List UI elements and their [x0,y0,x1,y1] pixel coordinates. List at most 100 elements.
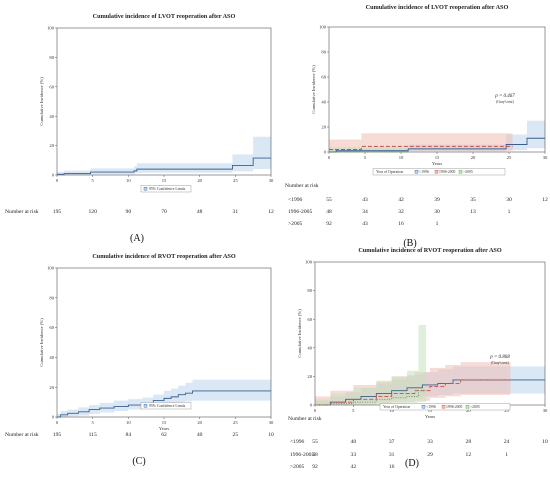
plot-frame [56,27,272,176]
risk-value: 62 [161,432,167,438]
y-tick-label: 20 [49,143,54,148]
chart-title: Cumulative incidence of RVOT reoperation… [358,247,502,254]
risk-value: 10 [268,432,274,438]
y-tick-label: 80 [49,295,54,300]
y-tick-label: 20 [49,385,54,390]
risk-value: 29 [427,452,433,458]
risk-value: 31 [233,209,239,215]
legend-title: Year of Operation [383,405,410,409]
risk-value: 33 [427,439,433,445]
x-tick-label: 30 [543,155,548,160]
risk-value: 28 [466,439,472,445]
risk-value: 92 [312,464,318,470]
y-tick-label: 60 [49,325,54,330]
risk-value: 25 [233,432,239,438]
x-tick-label: 5 [364,155,367,160]
series-line [57,157,271,175]
x-tick-label: 15 [162,178,167,183]
x-tick-label: 25 [233,420,238,425]
legend-box [140,185,192,193]
y-tick-label: 60 [321,75,326,80]
risk-value: 84 [126,432,132,438]
x-tick-label: 20 [197,178,202,183]
risk-value: 1 [505,452,508,458]
legend-swatch [434,169,439,174]
risk-value: 10 [542,439,548,445]
panel-a: Cumulative incidence of LVOT reoperation… [5,13,274,244]
risk-value: 33 [351,452,357,458]
risk-value: 43 [362,221,368,227]
risk-value: 55 [326,197,332,203]
legend-entry: <1996 [419,170,429,174]
risk-value: 37 [389,439,395,445]
x-tick-label: 25 [507,155,512,160]
risk-value: 195 [53,209,62,215]
x-tick-label: 10 [389,408,394,413]
y-tick-label: 60 [307,317,312,322]
risk-value: 40 [351,439,357,445]
series-line [57,390,271,418]
risk-row-name: <1996 [290,439,305,445]
x-tick-label: 5 [92,178,95,183]
y-tick-label: 100 [47,26,55,31]
x-tick-label: 5 [352,408,355,413]
y-tick-label: 100 [47,266,55,271]
risk-value: 42 [351,464,357,470]
x-tick-label: 15 [162,420,167,425]
panel-c: Cumulative incidence of RVOT reoperation… [5,253,274,467]
x-tick-label: 15 [428,408,433,413]
legend-title: Year of Operation [376,170,403,174]
y-tick-label: 80 [307,288,312,293]
y-axis-label: Cumulative Incidence (%) [311,65,316,114]
y-tick-label: 0 [52,415,55,420]
risk-value: 16 [398,221,404,227]
x-tick-label: 0 [328,155,331,160]
y-axis-label: Cumulative Incidence (%) [39,318,44,367]
y-tick-label: 40 [321,100,326,105]
y-tick-label: 20 [321,125,326,130]
risk-value: 195 [53,432,62,438]
confidence-band [329,147,409,152]
x-tick-label: 5 [92,420,95,425]
x-tick-label: 25 [504,408,509,413]
series-line [329,137,545,153]
risk-value: 39 [434,197,440,203]
y-tick-label: 40 [49,355,54,360]
x-tick-label: 20 [466,408,471,413]
risk-value: 48 [326,209,332,215]
risk-value: 24 [504,439,510,445]
legend-entry: 95% Confidence Limits [149,404,186,408]
legend-entry: 1996-2005 [439,170,456,174]
risk-value: 42 [398,197,404,203]
series-line [315,379,545,406]
p-value: p = 0.868 [489,355,510,360]
test-name: (Gray's test) [496,100,514,104]
legend-swatch [143,404,148,408]
x-tick-label: 0 [314,408,317,413]
risk-table-label: Number at risk [288,416,322,422]
risk-value: 31 [389,452,395,458]
legend-swatch [414,169,419,174]
y-tick-label: 40 [49,114,54,119]
y-tick-label: 100 [305,260,313,265]
legend-box [372,168,506,176]
risk-value: 43 [362,197,368,203]
y-axis-label: Cumulative Incidence (%) [297,309,302,358]
x-tick-label: 20 [471,155,476,160]
x-tick-label: 0 [56,420,59,425]
y-tick-label: 20 [307,374,312,379]
panel-label: (C) [132,456,145,467]
risk-row-name: 1996-2005 [288,209,312,215]
risk-value: 90 [126,209,132,215]
confidence-band [315,324,427,405]
x-tick-label: 10 [126,420,131,425]
risk-value: 12 [542,197,548,203]
chart-title: Cumulative incidence of RVOT reoperation… [92,253,236,260]
risk-table-label: Number at risk [285,183,319,189]
risk-value: 55 [312,439,318,445]
risk-value: 30 [434,209,440,215]
panel-label: (A) [130,233,144,244]
x-tick-label: 30 [543,408,548,413]
risk-value: 30 [506,197,512,203]
